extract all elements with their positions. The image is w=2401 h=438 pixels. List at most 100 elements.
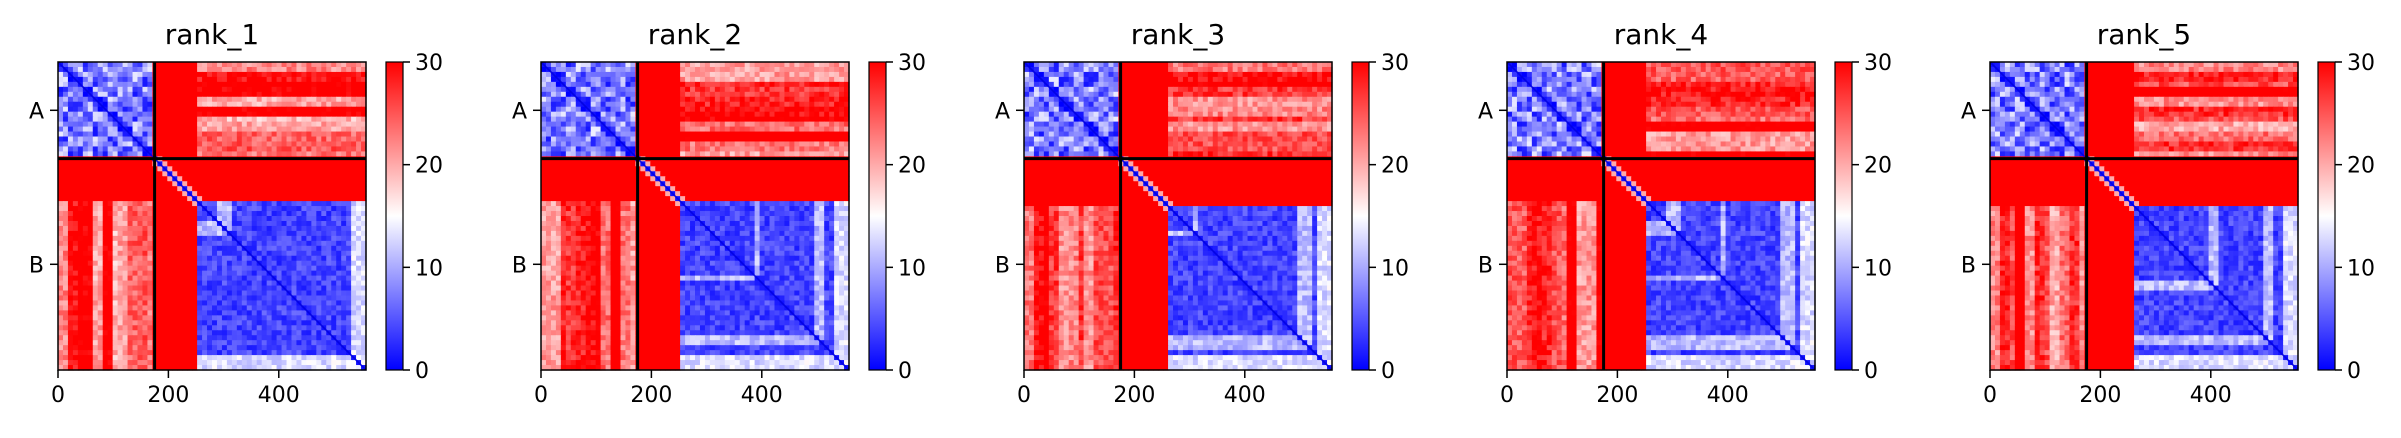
heatmap-cell <box>336 300 342 307</box>
heatmap-cell <box>197 191 203 197</box>
heatmap-cell <box>231 216 238 222</box>
heatmap-cell <box>107 325 114 331</box>
heatmap-cell <box>241 330 248 336</box>
heatmap-cell <box>625 62 632 68</box>
heatmap-cell <box>182 141 188 148</box>
heatmap-cell <box>117 216 124 222</box>
heatmap-cell <box>311 285 317 292</box>
heatmap-cell <box>117 230 124 237</box>
heatmap-cell <box>261 260 268 267</box>
heatmap-cell <box>122 96 129 103</box>
heatmap-cell <box>834 106 840 113</box>
heatmap-cell <box>62 111 69 118</box>
heatmap-cell <box>97 315 104 321</box>
heatmap-cell <box>177 295 183 302</box>
heatmap-cell <box>261 360 268 366</box>
heatmap-cell <box>266 86 273 93</box>
heatmap-cell <box>192 146 198 153</box>
heatmap-cell <box>72 96 79 103</box>
heatmap-cell <box>764 136 771 143</box>
heatmap-cell <box>316 166 322 172</box>
heatmap-cell <box>685 86 691 93</box>
heatmap-cell <box>326 365 332 371</box>
heatmap-cell <box>341 136 347 143</box>
heatmap-cell <box>645 131 651 138</box>
heatmap-cell <box>321 62 327 68</box>
heatmap-cell <box>301 285 307 292</box>
heatmap-cell <box>246 76 253 83</box>
heatmap-cell <box>754 136 761 143</box>
heatmap-cell <box>216 91 223 98</box>
heatmap-cell <box>251 280 258 287</box>
heatmap-cell <box>137 211 144 217</box>
heatmap-cell <box>231 270 238 277</box>
heatmap-cell <box>157 365 163 371</box>
heatmap-cell <box>182 171 188 177</box>
heatmap-cell <box>595 146 602 153</box>
heatmap-cell <box>266 211 273 217</box>
heatmap-cell <box>620 66 627 73</box>
heatmap-cell <box>67 250 74 257</box>
heatmap-cell <box>799 62 805 68</box>
heatmap-cell <box>331 300 337 307</box>
heatmap-cell <box>311 275 317 282</box>
heatmap-cell <box>122 81 129 88</box>
heatmap-cell <box>77 350 84 356</box>
heatmap-cell <box>162 305 168 311</box>
heatmap-cell <box>650 81 656 88</box>
heatmap-cell <box>575 62 582 68</box>
heatmap-cell <box>87 141 94 148</box>
heatmap-cell <box>670 141 676 148</box>
heatmap-cell <box>147 141 153 148</box>
heatmap-cell <box>246 235 253 242</box>
heatmap-cell <box>749 91 756 98</box>
heatmap-cell <box>271 365 278 371</box>
heatmap-cell <box>62 106 69 113</box>
heatmap-cell <box>600 86 607 93</box>
heatmap-cell <box>819 62 825 68</box>
heatmap-cell <box>351 121 357 128</box>
heatmap-cell <box>256 101 263 108</box>
heatmap-cell <box>162 206 168 212</box>
heatmap-cell <box>276 216 283 222</box>
heatmap-cell <box>714 121 721 128</box>
heatmap-cell <box>231 315 238 321</box>
heatmap-cell <box>615 141 622 148</box>
heatmap-cell <box>132 330 139 336</box>
heatmap-cell <box>207 191 213 197</box>
heatmap-cell <box>167 146 173 153</box>
heatmap-cell <box>67 240 74 247</box>
heatmap-cell <box>675 121 681 128</box>
heatmap-cell <box>316 181 322 187</box>
heatmap-cell <box>281 355 288 361</box>
heatmap-cell <box>356 181 362 187</box>
heatmap-cell <box>645 136 651 143</box>
heatmap-cell <box>226 235 233 242</box>
heatmap-cell <box>182 255 188 262</box>
heatmap-cell <box>286 151 293 157</box>
heatmap-cell <box>271 350 278 356</box>
heatmap-cell <box>346 360 352 366</box>
heatmap-cell <box>226 225 233 232</box>
heatmap-cell <box>256 201 263 207</box>
heatmap-cell <box>157 235 163 242</box>
heatmap-cell <box>779 116 786 123</box>
heatmap-cell <box>246 96 253 103</box>
heatmap-cell <box>132 181 139 187</box>
heatmap-cell <box>356 171 362 177</box>
heatmap-cell <box>356 345 362 351</box>
heatmap-cell <box>137 340 144 346</box>
heatmap-cell <box>271 66 278 73</box>
heatmap-cell <box>72 211 79 217</box>
heatmap-cell <box>142 295 149 302</box>
heatmap-cell <box>311 305 317 311</box>
heatmap-cell <box>122 136 129 143</box>
heatmap-cell <box>311 220 317 227</box>
heatmap-cell <box>844 126 850 133</box>
heatmap-cell <box>62 161 69 167</box>
heatmap-cell <box>336 250 342 257</box>
heatmap-cell <box>87 181 94 187</box>
heatmap-cell <box>157 255 163 262</box>
heatmap-cell <box>276 320 283 326</box>
heatmap-cell <box>281 315 288 321</box>
